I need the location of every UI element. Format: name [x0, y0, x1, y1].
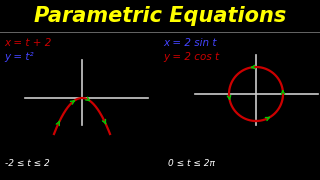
Text: x = t + 2: x = t + 2 [4, 38, 52, 48]
Text: 0 ≤ t ≤ 2π: 0 ≤ t ≤ 2π [168, 159, 215, 168]
Text: x = 2 sin t: x = 2 sin t [163, 38, 217, 48]
Text: Parametric Equations: Parametric Equations [34, 6, 286, 26]
Text: y = t²: y = t² [4, 52, 34, 62]
Text: y = 2 cos t: y = 2 cos t [163, 52, 219, 62]
Text: -2 ≤ t ≤ 2: -2 ≤ t ≤ 2 [5, 159, 50, 168]
